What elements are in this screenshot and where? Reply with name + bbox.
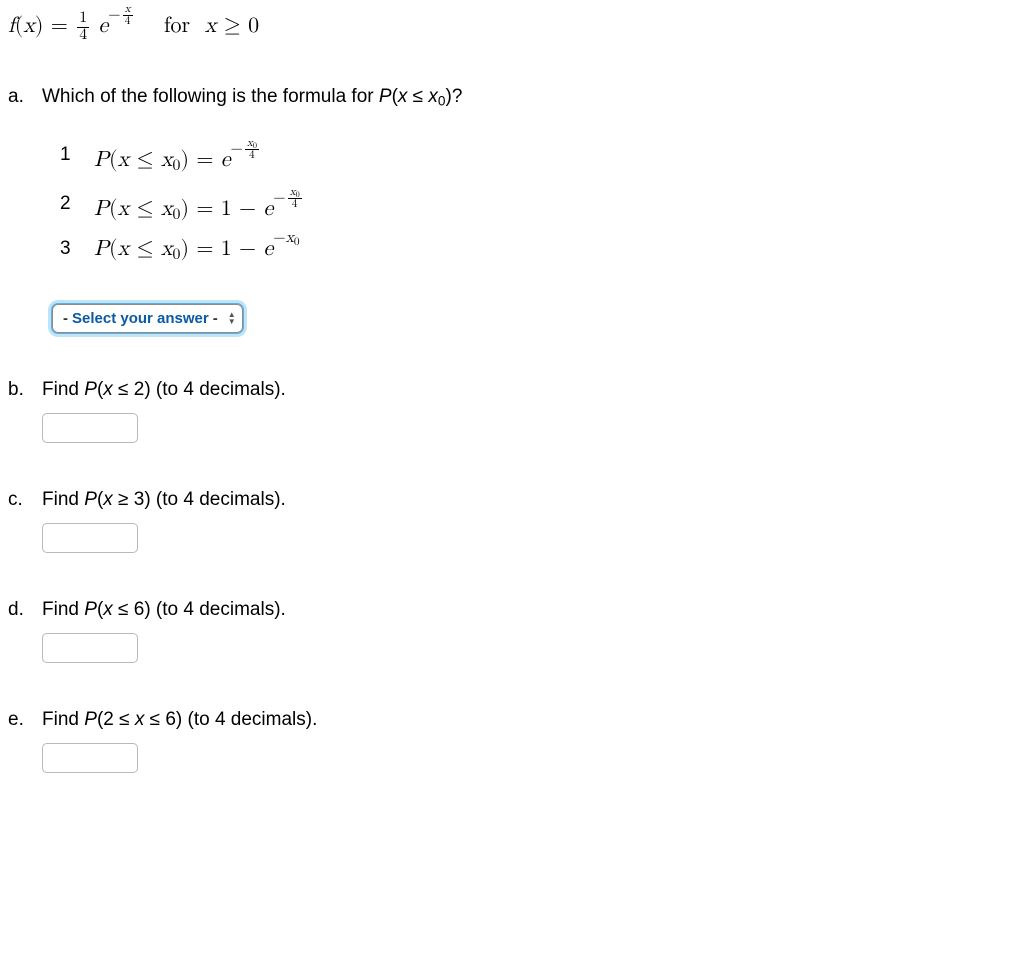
- pdf-formula: f(x) = 14 e−x4 for x ≥ 0: [0, 4, 1024, 68]
- option-3: 3 P(x ≤ x0) = 1 − e−x0: [60, 236, 1016, 262]
- dash-icon: -: [63, 310, 68, 327]
- question-b: b. Find P(x ≤ 2) (to 4 decimals).: [0, 361, 1024, 471]
- answer-e-input[interactable]: [42, 743, 138, 773]
- option-1: 1 P(x ≤ x0) = e−x04: [60, 138, 1016, 173]
- question-a-label: a.: [8, 86, 42, 108]
- option-2-math: P(x ≤ x0) = 1 − e−x04: [94, 187, 304, 222]
- option-2: 2 P(x ≤ x0) = 1 − e−x04: [60, 187, 1016, 222]
- option-3-math: P(x ≤ x0) = 1 − e−x0: [94, 236, 300, 262]
- answer-b-input[interactable]: [42, 413, 138, 443]
- question-b-label: b.: [8, 379, 42, 401]
- question-e-text: Find P(2 ≤ x ≤ 6) (to 4 decimals).: [42, 709, 317, 731]
- question-a: a. Which of the following is the formula…: [0, 68, 1024, 361]
- question-c-label: c.: [8, 489, 42, 511]
- fx-domain: for x ≥ 0: [142, 15, 259, 37]
- answer-d-input[interactable]: [42, 633, 138, 663]
- option-1-number: 1: [60, 144, 94, 166]
- answer-select[interactable]: - Select your answer - ▲▼: [52, 304, 243, 333]
- question-c: c. Find P(x ≥ 3) (to 4 decimals).: [0, 471, 1024, 581]
- question-d-text: Find P(x ≤ 6) (to 4 decimals).: [42, 599, 286, 621]
- select-placeholder: Select your answer: [72, 310, 209, 327]
- question-d-label: d.: [8, 599, 42, 621]
- question-a-text: Which of the following is the formula fo…: [42, 86, 462, 108]
- chevron-up-down-icon: ▲▼: [228, 311, 236, 325]
- option-1-math: P(x ≤ x0) = e−x04: [94, 138, 261, 173]
- fx-expression: f(x) = 14 e−x4: [8, 15, 135, 37]
- question-d: d. Find P(x ≤ 6) (to 4 decimals).: [0, 581, 1024, 691]
- question-c-text: Find P(x ≥ 3) (to 4 decimals).: [42, 489, 286, 511]
- question-a-options: 1 P(x ≤ x0) = e−x04 2 P(x ≤ x0) = 1 − e−…: [60, 138, 1016, 262]
- question-b-text: Find P(x ≤ 2) (to 4 decimals).: [42, 379, 286, 401]
- option-2-number: 2: [60, 193, 94, 215]
- question-e-label: e.: [8, 709, 42, 731]
- answer-c-input[interactable]: [42, 523, 138, 553]
- dash-icon: -: [213, 310, 218, 327]
- question-e: e. Find P(2 ≤ x ≤ 6) (to 4 decimals).: [0, 691, 1024, 781]
- option-3-number: 3: [60, 238, 94, 260]
